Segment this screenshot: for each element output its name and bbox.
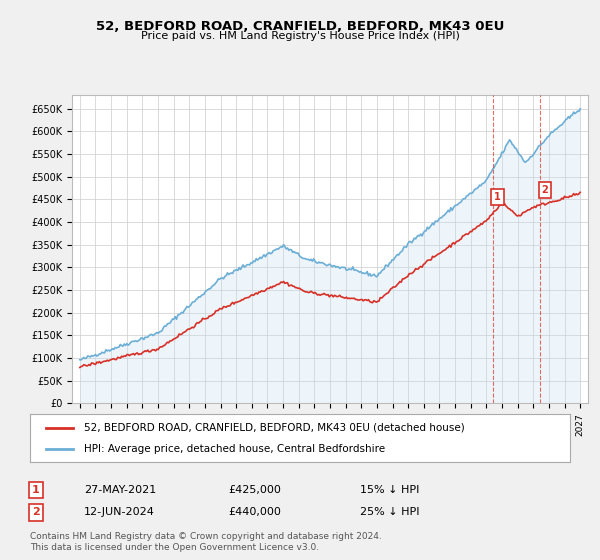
Text: HPI: Average price, detached house, Central Bedfordshire: HPI: Average price, detached house, Cent… [84,444,385,454]
Text: 2: 2 [542,185,548,195]
Text: 27-MAY-2021: 27-MAY-2021 [84,485,156,495]
Text: £440,000: £440,000 [228,507,281,517]
Text: Price paid vs. HM Land Registry's House Price Index (HPI): Price paid vs. HM Land Registry's House … [140,31,460,41]
Text: 1: 1 [32,485,40,495]
Text: 52, BEDFORD ROAD, CRANFIELD, BEDFORD, MK43 0EU (detached house): 52, BEDFORD ROAD, CRANFIELD, BEDFORD, MK… [84,423,465,433]
Text: 25% ↓ HPI: 25% ↓ HPI [360,507,419,517]
Text: £425,000: £425,000 [228,485,281,495]
Text: 2: 2 [32,507,40,517]
Text: 52, BEDFORD ROAD, CRANFIELD, BEDFORD, MK43 0EU: 52, BEDFORD ROAD, CRANFIELD, BEDFORD, MK… [96,20,504,32]
Text: 12-JUN-2024: 12-JUN-2024 [84,507,155,517]
Text: Contains HM Land Registry data © Crown copyright and database right 2024.
This d: Contains HM Land Registry data © Crown c… [30,532,382,552]
Text: 15% ↓ HPI: 15% ↓ HPI [360,485,419,495]
Text: 1: 1 [494,192,500,202]
